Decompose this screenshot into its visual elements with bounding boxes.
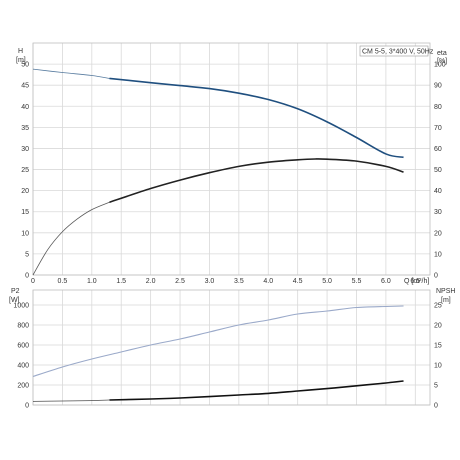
y-right-tick-label-6: 60 — [434, 146, 442, 153]
y-right-tick-label-9: 90 — [434, 83, 442, 90]
npsh-curve-thin — [32, 399, 110, 402]
top-plot-tick-labels: 0 0.5 1.0 1.5 2.0 2.5 3.0 3.5 4.0 4.5 5.0 5.5 6.0 6.5… — [21, 62, 446, 285]
p2-tick-label-0: 0 — [25, 403, 29, 410]
x-tick-label-7: 3.5 — [234, 278, 244, 285]
y-left-tick-label-4: 20 — [21, 188, 29, 195]
bottom-plot-tick-labels: 0 200 400 600 800 1000 0 5 10 15 20 25 — [13, 303, 441, 410]
x-tick-label-1: 0.5 — [58, 278, 68, 285]
x-tick-label-4: 2.0 — [146, 278, 156, 285]
top-plot-series — [32, 68, 404, 276]
x-tick-label-12: 6.0 — [381, 278, 391, 285]
y-right-label-npsh: NPSH — [436, 288, 455, 295]
y-right-tick-label-5: 50 — [434, 167, 442, 174]
x-tick-label-5: 2.5 — [175, 278, 185, 285]
bottom-plot-series — [32, 305, 404, 402]
p2-tick-label-5: 1000 — [13, 303, 29, 310]
power-curve — [32, 305, 404, 378]
x-tick-label-8: 4.0 — [263, 278, 273, 285]
y-left-tick-label-2: 10 — [21, 230, 29, 237]
npsh-curve — [109, 380, 404, 401]
npsh-tick-label-0: 0 — [434, 403, 438, 410]
p2-tick-label-4: 800 — [17, 323, 29, 330]
x-tick-label-0: 0 — [31, 278, 35, 285]
efficiency-curve — [109, 158, 404, 203]
p2-tick-label-2: 400 — [17, 363, 29, 370]
head-curve-thin — [32, 68, 110, 79]
y-right-tick-label-2: 20 — [434, 230, 442, 237]
y-right-unit-npsh: [m] — [441, 297, 451, 304]
y-left-tick-label-6: 30 — [21, 146, 29, 153]
npsh-tick-label-3: 15 — [434, 343, 442, 350]
x-axis-label-q: Q [m³/h] — [404, 278, 429, 285]
y-left-tick-label-3: 15 — [21, 209, 29, 216]
y-left-tick-label-5: 25 — [21, 167, 29, 174]
y-right-tick-label-1: 10 — [434, 251, 442, 258]
top-plot-grid — [32, 43, 430, 276]
y-right-tick-label-10: 100 — [434, 62, 446, 69]
y-left-unit-h: [m] — [16, 57, 26, 64]
y-right-tick-label-7: 70 — [434, 125, 442, 132]
npsh-tick-label-2: 10 — [434, 363, 442, 370]
p2-tick-label-1: 200 — [17, 383, 29, 390]
bottom-plot-frame — [32, 289, 431, 406]
y-left-tick-label-9: 45 — [21, 83, 29, 90]
p2-tick-label-3: 600 — [17, 343, 29, 350]
npsh-tick-label-1: 5 — [434, 383, 438, 390]
y-left-tick-label-8: 40 — [21, 104, 29, 111]
x-tick-label-13: 6.5 — [410, 278, 420, 285]
npsh-tick-label-5: 25 — [434, 303, 442, 310]
chart-title-box — [359, 45, 429, 57]
chart-title: CM 5-5, 3*400 V, 50Hz — [362, 49, 434, 56]
y-right-unit-eta: [%] — [437, 58, 447, 65]
x-tick-label-10: 5.0 — [322, 278, 332, 285]
x-tick-label-9: 4.5 — [293, 278, 303, 285]
x-tick-label-11: 5.5 — [352, 278, 362, 285]
y-left-tick-label-7: 35 — [21, 125, 29, 132]
top-plot-frame — [32, 42, 431, 276]
head-curve — [109, 77, 404, 159]
npsh-tick-label-4: 20 — [434, 323, 442, 330]
x-tick-label-2: 1.0 — [87, 278, 97, 285]
y-left-tick-label-10: 50 — [21, 62, 29, 69]
y-right-tick-label-0: 0 — [434, 273, 438, 280]
y-left-unit-p2: [W] — [9, 297, 20, 304]
y-right-label-eta: eta — [437, 50, 447, 57]
efficiency-curve-thin — [32, 201, 110, 276]
y-left-label-p2: P2 — [11, 288, 20, 295]
x-tick-label-6: 3.0 — [205, 278, 215, 285]
y-left-label-h: H — [18, 48, 23, 55]
x-tick-label-3: 1.5 — [116, 278, 126, 285]
y-left-tick-label-1: 5 — [25, 251, 29, 258]
y-right-tick-label-4: 40 — [434, 188, 442, 195]
y-left-tick-label-0: 0 — [25, 273, 29, 280]
y-right-tick-label-3: 30 — [434, 209, 442, 216]
y-right-tick-label-8: 80 — [434, 104, 442, 111]
